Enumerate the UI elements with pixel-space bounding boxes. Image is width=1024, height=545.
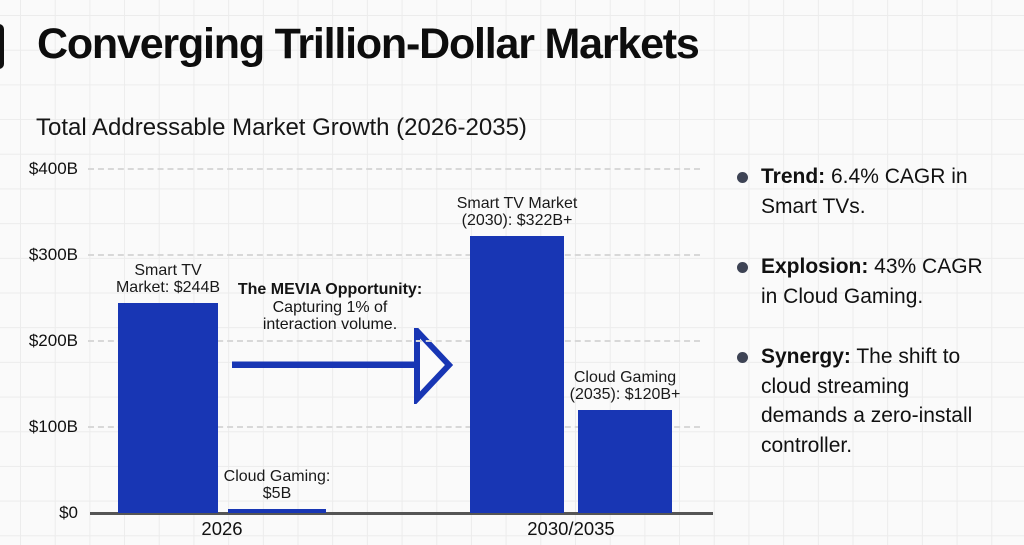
bar [228,508,326,513]
annotation-line: Capturing 1% of [272,298,388,316]
x-tick-label: 2026 [201,518,243,539]
key-point-item: Explosion: 43% CAGR in Cloud Gaming. [737,252,1019,311]
key-point-item: Synergy: The shift to cloud streaming dema… [737,342,1019,460]
y-tick-label: $0 [59,503,78,522]
page-title: Converging Trillion-Dollar Markets [37,20,700,68]
bullet-dot [737,262,748,273]
x-axis-line [90,512,713,515]
bar [578,409,672,513]
key-point-text: Trend: 6.4% CAGR in Smart TVs. [761,165,968,218]
bar-chart: The MEVIA Opportunity: Capturing 1% of i… [28,159,713,539]
gridline [88,168,700,170]
key-point-item: Trend: 6.4% CAGR in Smart TVs. [737,162,1019,221]
key-point-text: Explosion: 43% CAGR in Cloud Gaming. [761,255,983,308]
chart-title: Total Addressable Market Growth (2026-20… [36,114,527,141]
key-point-text: Synergy: The shift to cloud streaming dema… [761,345,973,457]
x-tick-label: 2030/2035 [527,518,615,539]
bar-value-label: Cloud Gaming (2035): $120B+ [569,368,681,403]
gridline [88,426,700,428]
bar-value-label: Smart TV Market: $244B [115,262,221,297]
bar [118,303,218,513]
bar [470,236,564,513]
annotation-heading: The MEVIA Opportunity: [237,281,423,298]
bullet-dot [737,352,748,363]
bullet-dot [737,172,748,183]
annotation-line: interaction volume. [262,316,398,333]
left-edge-mark [0,24,4,69]
y-tick-label: $300B [28,245,78,264]
key-points-list: Trend: 6.4% CAGR in Smart TVs. Explosion: … [737,162,1019,491]
y-tick-label: $400B [28,159,78,178]
y-tick-label: $200B [28,331,78,350]
mevia-annotation: The MEVIA Opportunity: Capturing 1% of i… [218,281,442,334]
bar-value-label: Smart TV Market (2030): $322B+ [456,195,578,230]
y-tick-label: $100B [28,417,78,436]
gridline [88,254,700,256]
growth-arrow-icon [232,328,454,404]
bar-value-label: Cloud Gaming: $5B [223,467,331,502]
gridline [88,340,700,342]
